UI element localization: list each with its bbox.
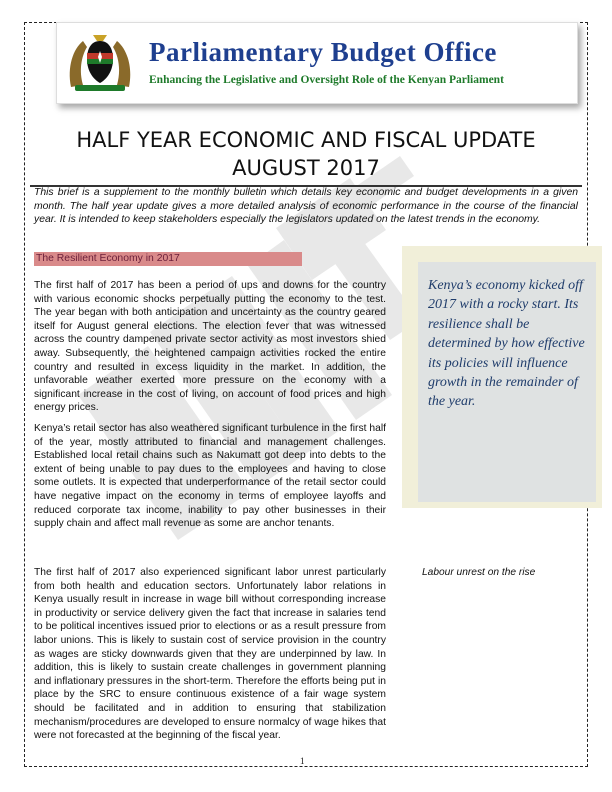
section-heading: The Resilient Economy in 2017: [34, 252, 302, 266]
figure-caption: Labour unrest on the rise: [422, 567, 536, 578]
intro-paragraph: This brief is a supplement to the monthl…: [34, 187, 578, 226]
page-number: 1: [300, 756, 305, 766]
pull-quote-text: Kenya’s economy kicked off 2017 with a r…: [428, 278, 585, 410]
org-name: Parliamentary Budget Office: [149, 37, 497, 67]
org-tagline: Enhancing the Legislative and Oversight …: [149, 74, 504, 86]
body-paragraph-3: The first half of 2017 also experienced …: [34, 567, 386, 742]
page-title-line2: AUGUST 2017: [232, 156, 380, 180]
body-paragraph-2: Kenya’s retail sector has also weathered…: [34, 423, 386, 530]
body-paragraph-1: The first half of 2017 has been a period…: [34, 280, 386, 414]
header-banner: Parliamentary Budget Office Enhancing th…: [56, 22, 578, 104]
page-title-line1: HALF YEAR ECONOMIC AND FISCAL UPDATE: [76, 128, 536, 152]
pull-quote-box: [418, 262, 596, 502]
coat-of-arms-icon: [69, 35, 131, 91]
title-divider: [30, 185, 582, 187]
